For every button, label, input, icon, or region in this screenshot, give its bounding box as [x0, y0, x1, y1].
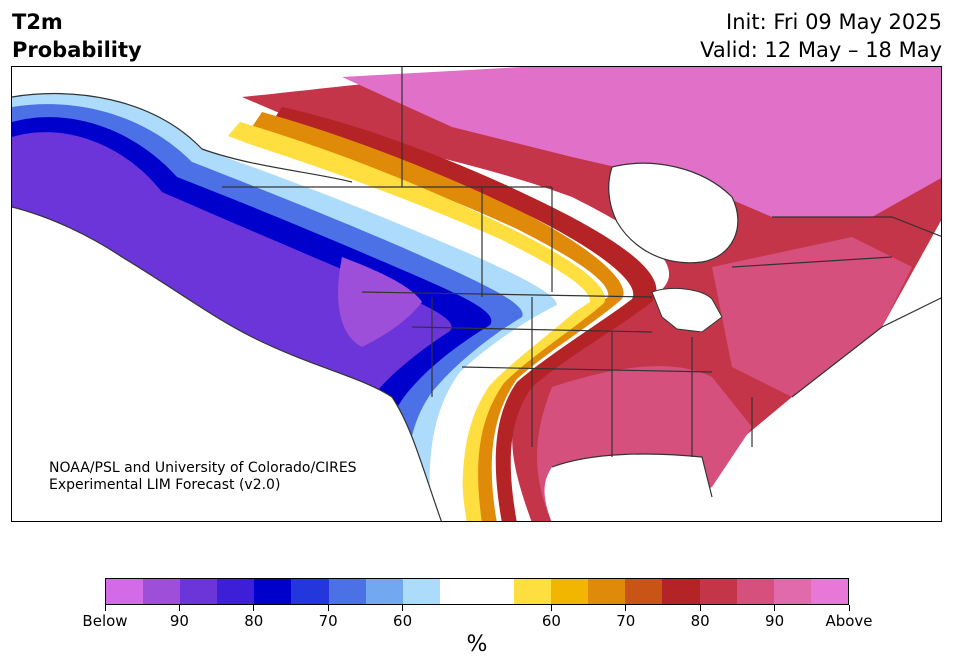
colorbar-cell	[402, 579, 440, 604]
colorbar-cell	[514, 579, 552, 604]
colorbar-cell	[291, 579, 329, 604]
credit-text: NOAA/PSL and University of Colorado/CIRE…	[49, 460, 357, 494]
variable-label: T2m	[12, 10, 63, 34]
colorbar-tick-label: Above	[825, 612, 873, 630]
probability-map	[11, 66, 942, 522]
product-label: Probability	[12, 38, 142, 62]
colorbar-cell	[810, 579, 848, 604]
colorbar-cell	[662, 579, 700, 604]
colorbar-cell	[773, 579, 811, 604]
colorbar-cell	[551, 579, 589, 604]
colorbar-cell	[365, 579, 403, 604]
colorbar-cell	[476, 579, 515, 604]
above-region-core-north	[342, 67, 941, 217]
valid-range: Valid: 12 May – 18 May	[700, 38, 942, 62]
colorbar-tick	[402, 605, 404, 611]
colorbar-cell	[217, 579, 255, 604]
colorbar-tick-label: 80	[244, 612, 264, 630]
credit-line-2: Experimental LIM Forecast (v2.0)	[49, 477, 281, 493]
colorbar-cell	[736, 579, 774, 604]
colorbar-tick	[699, 605, 701, 611]
colorbar-tick-label: 70	[616, 612, 636, 630]
colorbar-tick	[104, 605, 106, 611]
colorbar-cell	[254, 579, 292, 604]
colorbar-tick-label: Below	[82, 612, 128, 630]
colorbar-tick	[774, 605, 776, 611]
init-date: Init: Fri 09 May 2025	[726, 10, 942, 34]
colorbar-tick-label: 60	[393, 612, 413, 630]
colorbar-cell	[328, 579, 366, 604]
gulf-of-mexico	[544, 454, 712, 521]
map-title: T2m Probability	[12, 8, 142, 64]
colorbar-tick	[327, 605, 329, 611]
pacific-ocean	[12, 207, 442, 521]
warm-band-orange	[252, 112, 624, 521]
neutral-band	[202, 132, 581, 521]
colorbar	[105, 578, 849, 605]
colorbar-cell	[143, 579, 181, 604]
colorbar-cell	[588, 579, 626, 604]
borders	[12, 67, 941, 521]
colorbar-unit: %	[466, 632, 488, 657]
colorbar-tick	[848, 605, 850, 611]
atlantic-ocean	[713, 297, 941, 521]
above-region-east	[712, 237, 912, 397]
colorbar-tick	[625, 605, 627, 611]
hudson-bay	[608, 163, 738, 263]
colorbar-tick	[253, 605, 255, 611]
colorbar-cell	[106, 579, 144, 604]
credit-line-1: NOAA/PSL and University of Colorado/CIRE…	[49, 460, 357, 476]
warm-band-yellow	[227, 122, 606, 521]
colorbar-cell	[439, 579, 477, 604]
colorbar-tick-label: 70	[318, 612, 338, 630]
colorbar-cell	[699, 579, 737, 604]
colorbar-cell	[180, 579, 218, 604]
colorbar-tick	[550, 605, 552, 611]
colorbar-tick-label: 90	[169, 612, 189, 630]
colorbar-tick-label: 60	[541, 612, 561, 630]
colorbar-tick-label: 80	[690, 612, 710, 630]
colorbar-tick	[178, 605, 180, 611]
colorbar-tick-label: 90	[765, 612, 785, 630]
colorbar-cell	[625, 579, 663, 604]
great-lakes	[651, 287, 723, 333]
below-inner	[338, 257, 422, 347]
forecast-dates: Init: Fri 09 May 2025 Valid: 12 May – 18…	[700, 8, 942, 64]
